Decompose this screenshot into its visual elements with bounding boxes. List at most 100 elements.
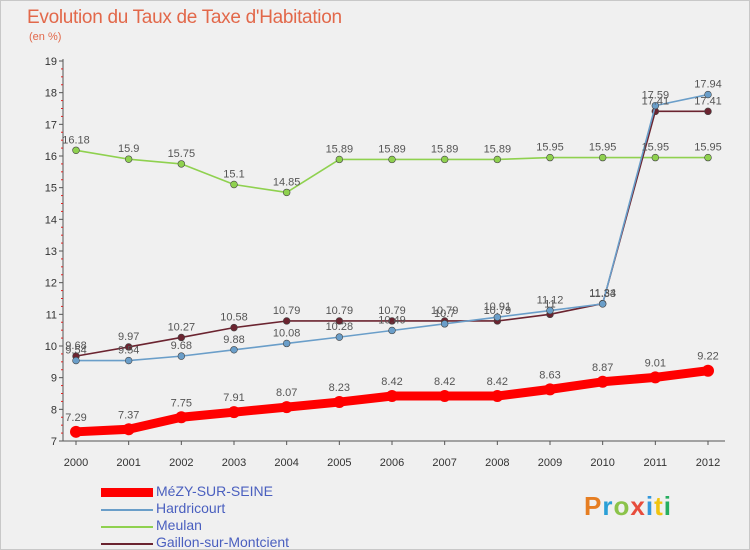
- series-1-data-label: 11.12: [537, 295, 564, 307]
- series-3-data-label: 17.41: [642, 95, 670, 107]
- series-0-data-label: 8.63: [539, 369, 560, 381]
- y-tick-label: 19: [45, 56, 57, 68]
- series-3-point: [388, 317, 396, 325]
- series-1-data-label: 17.59: [642, 90, 670, 102]
- y-tick-label: 7: [51, 436, 57, 448]
- legend-label-meulan: Meulan: [156, 517, 202, 533]
- series-1-data-label: 9.54: [118, 345, 139, 357]
- series-3-data-label: 9.68: [65, 340, 86, 352]
- series-2-data-label: 15.89: [431, 143, 459, 155]
- series-2-point: [546, 153, 554, 162]
- x-tick-label: 2007: [432, 457, 456, 469]
- series-2-point: [177, 160, 186, 168]
- series-2-data-label: 15.75: [168, 148, 196, 160]
- series-3-data-label: 11.34: [589, 288, 616, 300]
- y-tick-label: 9: [51, 373, 57, 385]
- y-tick-label: 14: [45, 214, 57, 226]
- legend-swatch-hardricourt: [101, 509, 153, 511]
- unit-label: (en %): [29, 31, 62, 43]
- series-3-point: [704, 107, 712, 116]
- series-3-data-label: 10.27: [168, 321, 196, 333]
- series-3-data-label: 10.79: [326, 305, 354, 317]
- series-3-data-label: 10.79: [484, 305, 512, 317]
- series-1-point: [177, 352, 186, 360]
- series-2-data-label: 15.89: [326, 143, 354, 155]
- series-1-point: [704, 90, 712, 99]
- series-0-data-label: 9.22: [697, 351, 718, 363]
- y-tick-label: 17: [45, 119, 57, 131]
- series-0-data-label: 7.37: [118, 409, 139, 421]
- series-1-data-label: 17.94: [694, 79, 722, 91]
- legend-label-hardricourt: Hardricourt: [156, 500, 226, 516]
- series-1-point: [335, 333, 344, 341]
- series-1-point: [493, 313, 502, 321]
- series-3-data-label: 10.58: [220, 312, 248, 324]
- series-3-data-label: 10.79: [273, 305, 301, 317]
- series-0-point: [122, 423, 135, 436]
- legend-swatch-meulan: [101, 526, 153, 528]
- x-tick-label: 2006: [380, 457, 404, 469]
- series-0-point: [596, 375, 609, 388]
- series-1-point: [388, 326, 396, 335]
- series-0-data-label: 8.42: [381, 376, 402, 388]
- series-0-data-label: 8.23: [329, 382, 350, 394]
- series-2-point: [124, 155, 133, 163]
- series-2-data-label: 15.9: [118, 143, 139, 155]
- series-1-data-label: 10.49: [378, 314, 406, 326]
- series-3-point: [335, 317, 344, 325]
- series-3-data-label: 9.97: [118, 331, 139, 343]
- series-2-data-label: 15.95: [642, 142, 670, 154]
- x-tick-label: 2001: [116, 457, 140, 469]
- y-tick-label: 16: [45, 151, 57, 163]
- series-2-data-label: 15.95: [536, 142, 564, 154]
- series-2-point: [335, 155, 344, 164]
- series-0-data-label: 8.07: [276, 387, 297, 399]
- series-3-data-label: 10.79: [378, 305, 406, 317]
- y-tick-label: 15: [45, 183, 57, 195]
- series-1-point: [230, 346, 238, 354]
- series-0-point: [649, 371, 662, 384]
- x-tick-label: 2011: [644, 457, 668, 469]
- series-2-data-label: 14.85: [273, 176, 301, 188]
- series-0-point: [386, 390, 398, 403]
- series-0-data-label: 8.42: [434, 376, 455, 388]
- series-0-point: [544, 383, 556, 396]
- series-2-point: [651, 153, 660, 162]
- series-1-point: [124, 356, 133, 365]
- series-3-data-label: 17.41: [694, 95, 722, 107]
- series-0-data-label: 8.87: [592, 362, 613, 374]
- series-3-point: [124, 343, 133, 351]
- series-0-data-label: 7.29: [65, 412, 86, 424]
- series-2-data-label: 15.89: [378, 143, 406, 155]
- series-1-data-label: 9.54: [65, 345, 86, 357]
- series-1-point: [598, 300, 607, 308]
- x-tick-label: 2010: [590, 457, 614, 469]
- proxiti-logo: Proxiti: [584, 491, 672, 521]
- series-3-data-label: 11: [544, 298, 555, 310]
- series-0-point: [491, 390, 504, 403]
- x-tick-label: 2012: [696, 457, 720, 469]
- series-2-point: [598, 153, 607, 162]
- series-2-data-label: 15.95: [694, 142, 722, 154]
- series-2-point: [440, 155, 449, 164]
- y-tick-label: 13: [45, 246, 57, 258]
- series-3-point: [177, 333, 186, 342]
- series-0-point: [280, 401, 293, 414]
- x-tick-label: 2000: [64, 457, 88, 469]
- x-tick-label: 2004: [274, 457, 298, 469]
- legend-swatch-gaillon: [101, 543, 153, 545]
- series-2-point: [493, 155, 502, 164]
- legend-swatch-mezy: [101, 488, 153, 497]
- series-2-point: [72, 146, 80, 155]
- series-2-point: [704, 153, 712, 162]
- x-tick-label: 2002: [169, 457, 193, 469]
- series-0-point: [438, 390, 451, 403]
- series-2-data-label: 15.95: [589, 142, 617, 154]
- series-0-point: [175, 411, 188, 424]
- legend-label-gaillon: Gaillon-sur-Montcient: [156, 534, 290, 550]
- series-1-point: [546, 306, 554, 315]
- series-0-data-label: 9.01: [645, 357, 666, 369]
- series-3-data-label: 10.79: [431, 305, 459, 317]
